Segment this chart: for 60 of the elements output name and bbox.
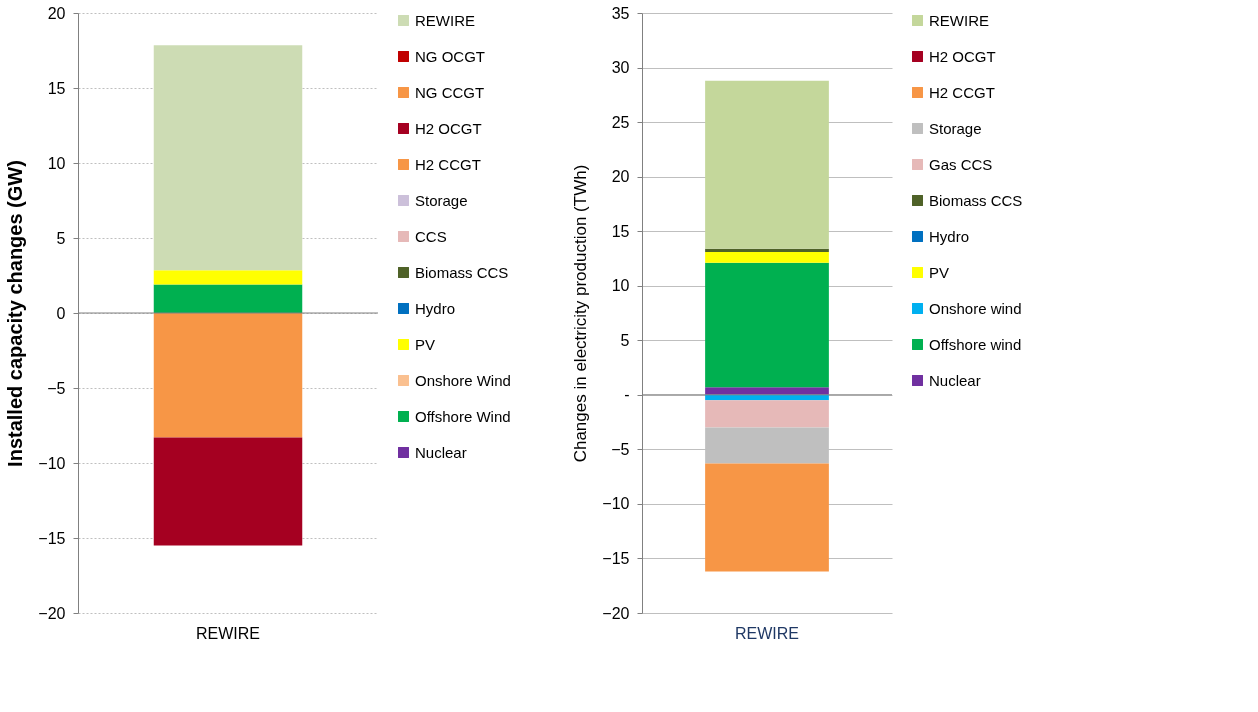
y-tick-label: −15	[38, 529, 66, 547]
y-tick-label: −10	[602, 495, 630, 513]
y-tick-label: 25	[611, 113, 630, 131]
legend-label: Biomass CCS	[415, 263, 509, 281]
legend-label: Hydro	[929, 227, 970, 245]
legend-label: Hydro	[415, 299, 456, 317]
y-axis-title: Changes in electricity production (TWh)	[571, 164, 591, 463]
y-tick-label: 35	[611, 4, 630, 22]
legend-label: H2 CCGT	[415, 155, 481, 173]
y-tick-label: 15	[47, 79, 66, 97]
y-tick-label: 10	[611, 277, 630, 295]
y-tick-label: -	[624, 386, 630, 404]
y-tick-label: 10	[47, 154, 66, 172]
legend-label: PV	[929, 263, 950, 281]
legend-label: NG CCGT	[415, 83, 485, 101]
bar	[153, 284, 303, 313]
legend-label: REWIRE	[415, 11, 475, 29]
legend-label: Onshore wind	[929, 299, 1022, 317]
y-tick-label: −15	[602, 549, 630, 567]
bar	[705, 400, 829, 428]
legend-label: REWIRE	[929, 11, 989, 29]
bar	[705, 80, 829, 249]
legend-label: CCS	[415, 227, 447, 245]
bar	[705, 251, 829, 263]
bar	[153, 270, 303, 285]
y-tick-label: 15	[611, 222, 630, 240]
bar	[153, 437, 303, 546]
y-tick-label: −5	[611, 440, 630, 458]
y-tick-label: 20	[47, 4, 66, 22]
bar	[705, 248, 829, 252]
legend-label: NG OCGT	[415, 47, 485, 65]
legend-label: Offshore wind	[929, 335, 1022, 353]
y-tick-label: 5	[620, 331, 630, 349]
y-tick-label: −5	[47, 379, 66, 397]
legend-label: H2 OCGT	[929, 47, 996, 65]
bar	[153, 45, 303, 271]
y-tick-label: −20	[602, 604, 630, 622]
y-tick-label: −20	[38, 604, 66, 622]
bar	[705, 387, 829, 395]
legend-label: Biomass CCS	[929, 191, 1023, 209]
bar	[705, 262, 829, 388]
legend-label: H2 OCGT	[415, 119, 482, 137]
legend-label: Onshore Wind	[415, 371, 511, 389]
legend-label: Nuclear	[929, 371, 981, 389]
legend-label: H2 CCGT	[929, 83, 995, 101]
y-tick-label: 5	[56, 229, 66, 247]
bar	[705, 463, 829, 572]
legend-label: Nuclear	[415, 443, 467, 461]
legend-label: PV	[415, 335, 436, 353]
y-tick-label: 0	[56, 304, 66, 322]
legend-label: Storage	[415, 191, 468, 209]
y-tick-label: −10	[38, 454, 66, 472]
y-tick-label: 20	[611, 168, 630, 186]
bar	[705, 394, 829, 401]
y-tick-label: 30	[611, 59, 630, 77]
y-axis-title: Installed capacity changes (GW)	[4, 160, 27, 467]
legend-label: Storage	[929, 119, 982, 137]
legend-label: Gas CCS	[929, 155, 993, 173]
legend-label: Offshore Wind	[415, 407, 511, 425]
bar	[153, 313, 303, 438]
